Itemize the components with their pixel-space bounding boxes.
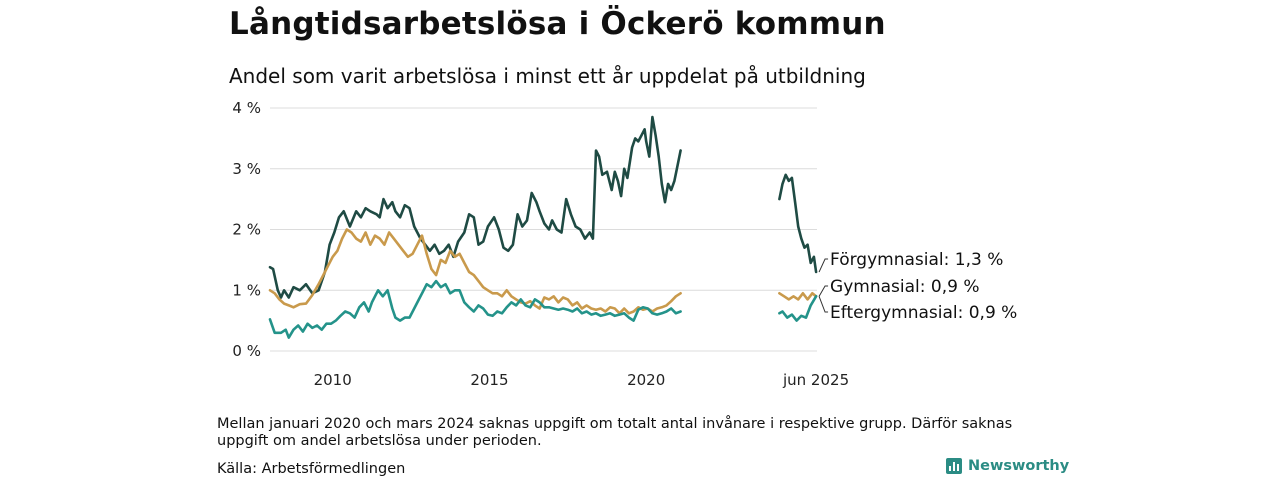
label-leader-line bbox=[818, 296, 829, 313]
y-axis: 0 % 1 % 2 % 3 % 4 % bbox=[232, 99, 261, 360]
y-tick-label: 4 % bbox=[232, 99, 261, 117]
x-tick-label: 2020 bbox=[627, 371, 665, 389]
chart-subtitle: Andel som varit arbetslösa i minst ett å… bbox=[229, 64, 866, 88]
brand-logo: Newsworthy bbox=[946, 458, 1069, 474]
series-line-gymnasial bbox=[778, 292, 818, 301]
series-line-gymnasial bbox=[268, 228, 682, 315]
series-line-förgymnasial bbox=[268, 115, 682, 299]
chart-title: Långtidsarbetslösa i Öckerö kommun bbox=[229, 6, 886, 42]
y-tick-label: 1 % bbox=[232, 281, 261, 299]
end-label-förgymnasial: Förgymnasial: 1,3 % bbox=[830, 250, 1003, 270]
footnote: Mellan januari 2020 och mars 2024 saknas… bbox=[217, 416, 1013, 449]
x-tick-label: jun 2025 bbox=[782, 371, 849, 389]
source-text: Källa: Arbetsförmedlingen bbox=[217, 461, 406, 477]
line-chart: 0 % 1 % 2 % 3 % 4 % 2010 2015 2020 jun 2025 För… bbox=[232, 99, 1017, 389]
end-label-gymnasial: Gymnasial: 0,9 % bbox=[830, 277, 979, 297]
y-tick-label: 0 % bbox=[232, 342, 261, 360]
gridlines bbox=[270, 107, 817, 352]
series-line-eftergymnasial bbox=[778, 295, 818, 322]
series-lines bbox=[268, 115, 818, 339]
y-tick-label: 2 % bbox=[232, 221, 261, 239]
end-label-eftergymnasial: Eftergymnasial: 0,9 % bbox=[830, 303, 1017, 323]
series-line-förgymnasial bbox=[778, 173, 818, 274]
brand-name: Newsworthy bbox=[968, 458, 1070, 474]
bar-chart-icon bbox=[946, 458, 962, 474]
series-line-eftergymnasial bbox=[268, 279, 682, 339]
end-labels: Förgymnasial: 1,3 % Gymnasial: 0,9 % Efter… bbox=[818, 250, 1017, 323]
x-tick-label: 2010 bbox=[314, 371, 352, 389]
x-axis: 2010 2015 2020 jun 2025 bbox=[314, 371, 850, 389]
x-tick-label: 2015 bbox=[470, 371, 508, 389]
label-leader-line bbox=[818, 285, 829, 297]
label-leader-line bbox=[818, 258, 829, 273]
y-tick-label: 3 % bbox=[232, 160, 261, 178]
